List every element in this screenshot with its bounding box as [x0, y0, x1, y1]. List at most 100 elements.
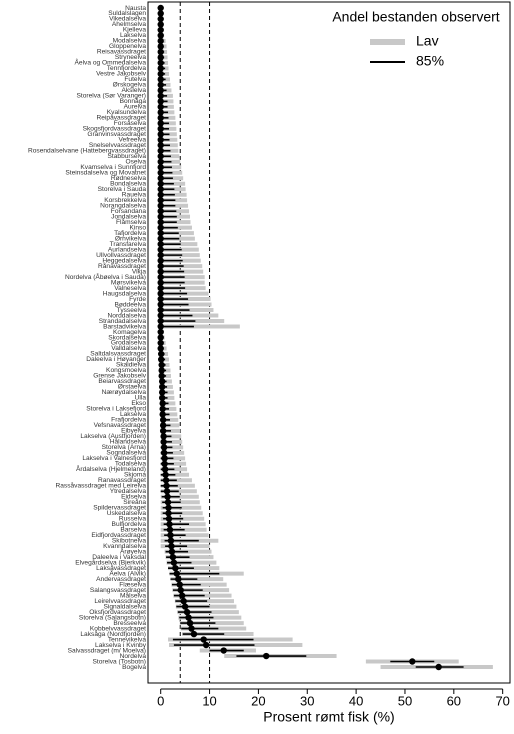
point — [157, 87, 164, 94]
point — [157, 153, 164, 160]
category-label: Reisavassdraget — [97, 49, 146, 56]
category-label: Ørnvikelva — [115, 235, 146, 242]
category-label: Vikedalselva — [109, 16, 146, 23]
point — [157, 290, 164, 297]
point — [186, 619, 194, 627]
point — [157, 131, 164, 138]
point — [157, 295, 164, 303]
category-label: Lakselva — [120, 411, 146, 418]
point — [159, 400, 166, 407]
point — [166, 526, 174, 533]
point — [157, 317, 164, 325]
category-label: Frafjordelva — [111, 417, 146, 424]
category-label: Valneselva — [114, 285, 146, 292]
point — [181, 603, 189, 610]
point — [157, 120, 164, 127]
point — [157, 356, 165, 363]
point — [157, 279, 164, 286]
category-label: Oselva — [125, 159, 146, 166]
point — [157, 339, 164, 347]
point — [188, 625, 195, 632]
point — [157, 240, 164, 248]
point — [173, 570, 181, 577]
category-label: Rassåvassdraget med Leirelva — [55, 482, 146, 490]
category-label: Nausta — [125, 5, 146, 12]
category-label: Ranavassdraget — [98, 477, 146, 484]
point — [220, 647, 227, 654]
category-label: Signaldalselva — [103, 603, 146, 610]
category-label: Saltdalsvassdraget — [90, 351, 146, 358]
point — [157, 345, 164, 352]
category-label: Elvegårdselva (Bjerkvik) — [75, 558, 146, 566]
category-label: Vikja — [132, 268, 147, 275]
point — [157, 125, 164, 133]
point — [157, 229, 164, 237]
point — [159, 416, 167, 424]
point — [175, 575, 182, 583]
legend-label: Lav — [416, 33, 439, 49]
category-label: Skordalselva — [108, 334, 146, 341]
category-label: Grense Jakobselv — [93, 373, 146, 380]
point — [161, 455, 168, 462]
category-label: Daleelva i Høyanger — [86, 356, 147, 363]
point — [159, 427, 167, 435]
category-label: Fyrde — [129, 296, 146, 303]
category-label: Kinso — [130, 224, 147, 231]
category-label: Heggedalselva — [102, 257, 146, 264]
point — [159, 422, 167, 429]
category-label: Eidfjordvassdraget — [91, 532, 146, 539]
point — [157, 65, 164, 72]
category-label: Russelva — [119, 515, 146, 522]
point — [167, 532, 174, 539]
point — [157, 284, 164, 292]
point — [157, 197, 164, 204]
category-label: Spildervassdraget — [93, 504, 146, 511]
category-label: Eidselva — [121, 494, 146, 501]
point — [170, 559, 178, 566]
point — [164, 499, 172, 506]
category-label: Nordelva (Åbøelva i Sauda) — [65, 272, 146, 281]
point — [169, 553, 177, 561]
x-tick-label: 70 — [495, 693, 509, 708]
point — [165, 504, 172, 511]
point — [157, 175, 164, 182]
category-label: Hålandselva — [110, 438, 147, 446]
category-label: Lakselva — [120, 32, 146, 39]
category-label: Uskedalselva — [107, 510, 147, 517]
legend-label: 85% — [416, 53, 444, 69]
category-label: Skibotnelva — [112, 537, 146, 544]
category-label: Granvinsvassdraget — [87, 131, 146, 138]
category-label: Daleelva i Vaksdal — [92, 554, 146, 561]
point — [157, 301, 164, 308]
category-label: Storelva i Laksefjord — [86, 406, 146, 413]
category-label: Flåmselva — [116, 218, 146, 226]
category-label: Tennfjordelva — [107, 65, 147, 72]
category-label: Bondalselva — [110, 180, 146, 187]
category-label: Aurelva — [124, 104, 147, 111]
point — [157, 109, 164, 116]
category-label: Laksåvassdraget — [96, 564, 146, 572]
point — [157, 142, 164, 149]
point — [158, 383, 166, 391]
category-label: Vefreelva — [119, 137, 147, 144]
point — [157, 180, 164, 187]
point — [157, 218, 164, 226]
point — [168, 548, 176, 555]
point — [172, 564, 179, 572]
point — [164, 493, 171, 500]
point — [159, 405, 166, 413]
point — [185, 614, 192, 621]
point — [183, 608, 191, 616]
category-label: Storelva (Arna) — [102, 444, 146, 451]
point — [157, 92, 164, 100]
category-label: Komagelva — [113, 329, 146, 336]
point — [161, 466, 169, 473]
point — [157, 76, 164, 83]
point — [158, 389, 166, 396]
category-label: Valldalselva — [111, 345, 146, 352]
x-tick-label: 20 — [251, 693, 265, 708]
point — [157, 202, 164, 209]
point — [157, 306, 164, 314]
category-label: Leirelvvassdraget — [94, 598, 146, 605]
